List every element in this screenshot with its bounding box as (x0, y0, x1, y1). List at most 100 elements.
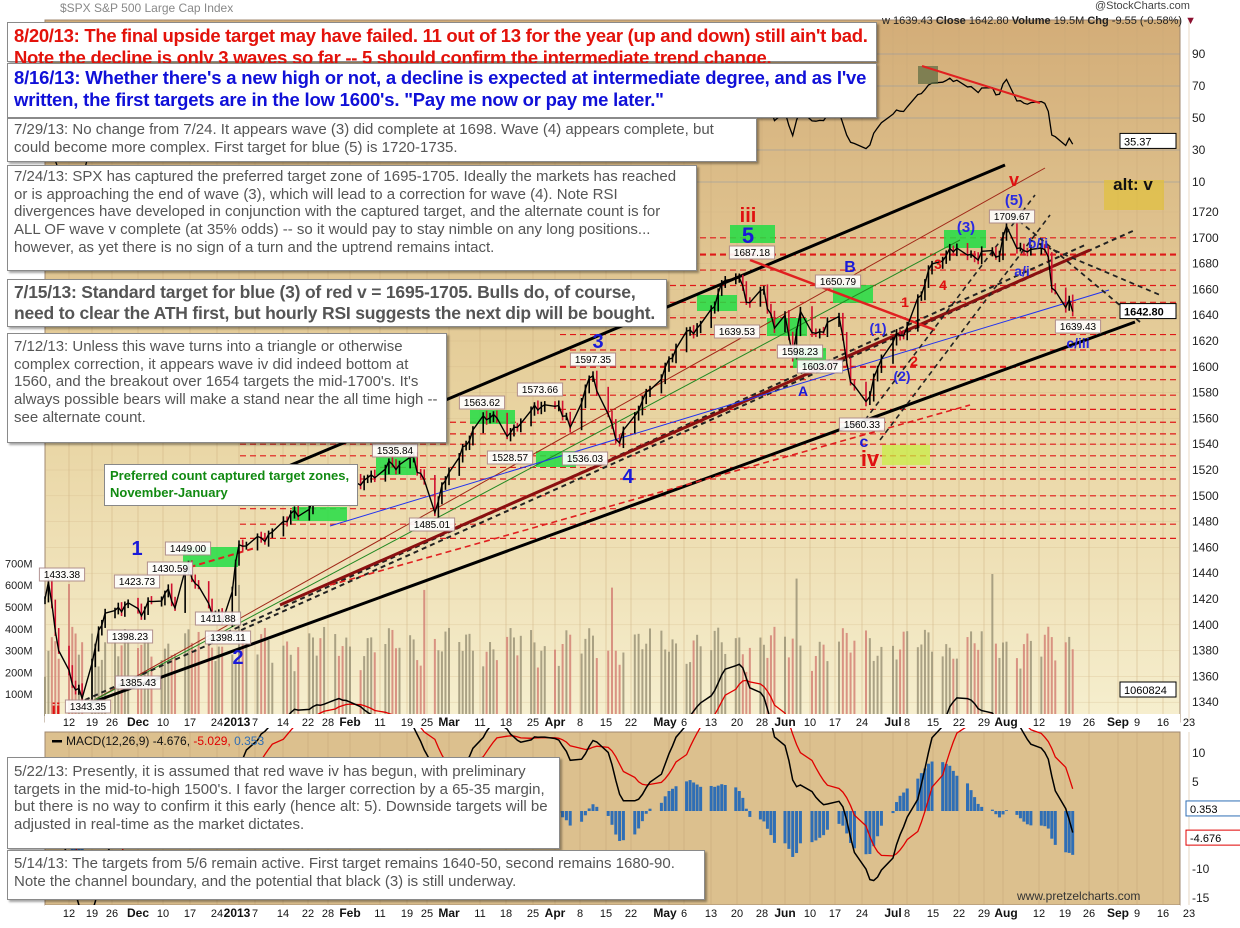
volume-bar (127, 630, 130, 716)
macd-legend-label: MACD(12,26,9) -4.676, (66, 734, 193, 748)
x-tick-label: 12 (63, 717, 75, 729)
volume-bar (495, 660, 498, 716)
macd-histogram-bar (980, 806, 984, 811)
volume-bar (482, 666, 485, 716)
wave-label: 2 (232, 647, 243, 669)
volume-bar (580, 653, 583, 716)
volume-bar (190, 642, 193, 716)
trend-line (329, 289, 1110, 527)
x-tick-label: 9 (1134, 908, 1140, 920)
price-label: 1430.59 (152, 564, 189, 575)
price-label-box (408, 517, 456, 532)
x-tick-label: 17 (184, 908, 196, 920)
price-label: 1573.66 (522, 385, 559, 396)
volume-bar (334, 634, 337, 716)
x-tick-label: 25 (527, 908, 539, 920)
x-tick-label: 20 (731, 717, 743, 729)
macd-histogram-bar (564, 811, 568, 821)
volume-bar (1005, 641, 1008, 716)
volume-bar (448, 627, 450, 716)
volume-bar (671, 639, 674, 716)
volume-bar (595, 658, 598, 716)
volume-bar (187, 629, 190, 716)
x-tick-label: 6 (681, 717, 687, 729)
target-zone-box (833, 285, 873, 303)
price-tick-label: 1480 (1192, 515, 1219, 529)
pretzelcharts-watermark: www.pretzelcharts.com (1017, 889, 1141, 903)
x-tick-label: 10 (157, 908, 169, 920)
macd-tick-label: -10 (1192, 862, 1210, 876)
volume-bar (184, 633, 187, 716)
volume-bar (433, 638, 436, 716)
volume-bar (489, 642, 492, 716)
macd-histogram-bar (758, 811, 762, 820)
wave-label: 4 (622, 466, 634, 488)
price-label: 1639.43 (1060, 322, 1097, 333)
x-tick-label: 25 (527, 717, 539, 729)
macd-histogram-bar (1018, 811, 1022, 819)
volume-bar (1071, 649, 1074, 716)
price-tick-label: 1340 (1192, 695, 1219, 709)
x-tick-label: 22 (625, 717, 637, 729)
low-label: w (882, 15, 890, 27)
macd-histogram-bar (713, 786, 717, 811)
price-label-box (486, 450, 534, 465)
volume-bar (892, 645, 894, 716)
volume-bar (738, 637, 741, 716)
x-tick-label: 18 (500, 908, 512, 920)
volume-bar (952, 658, 955, 716)
price-label: 1449.00 (170, 544, 207, 555)
wave-label: 1 (901, 294, 909, 310)
volume-bar (263, 627, 266, 716)
macd-histogram-bar (905, 788, 909, 811)
volume-bar (569, 634, 572, 716)
volume-bar (902, 631, 905, 716)
note-7-29-13: 7/29/13: No change from 7/24. It appears… (7, 118, 757, 162)
price-label-box (204, 630, 252, 645)
x-tick-label: 15 (927, 908, 939, 920)
volume-bar (409, 635, 412, 716)
volume-bar (633, 634, 636, 716)
note-8-16-13: 8/16/13: Whether there's a new high or n… (7, 63, 877, 118)
volume-bar (543, 646, 546, 716)
x-tick-label: 20 (731, 908, 743, 920)
stockcharts-credit: @StockCharts.com (1095, 0, 1190, 12)
volume-bar (561, 643, 564, 716)
last-close-value: 1642.80 (1124, 307, 1164, 319)
macd-histogram-bar (973, 797, 977, 811)
macd-histogram-bar (783, 811, 787, 844)
price-label-box (146, 561, 194, 576)
volume-bar (97, 666, 100, 716)
volume-bar (315, 655, 318, 716)
price-tick-label: 1440 (1192, 566, 1219, 580)
volume-bar (720, 642, 723, 716)
price-tick-label: 1580 (1192, 386, 1219, 400)
macd-histogram-bar (1004, 810, 1008, 811)
volume-bar (899, 649, 902, 716)
volume-label: Volume (1011, 15, 1051, 27)
volume-bar (614, 650, 617, 716)
price-tick-label: 1720 (1192, 205, 1219, 219)
x-axis-band (45, 905, 1180, 919)
volume-bar (485, 651, 488, 716)
volume-bar (506, 636, 509, 716)
volume-bar (319, 638, 322, 716)
x-tick-label: 19 (86, 908, 98, 920)
x-tick-label: 12 (1033, 908, 1045, 920)
trend-line (1011, 214, 1141, 323)
macd-histogram-bar (1064, 811, 1068, 853)
macd-last-value-box (1185, 829, 1240, 846)
volume-bar (366, 638, 369, 716)
x-tick-label: 15 (600, 717, 612, 729)
macd-histogram-bar (695, 784, 699, 811)
volume-bar (540, 650, 543, 716)
wave-label: 3 (934, 256, 942, 272)
x-tick-label: 26 (106, 908, 118, 920)
macd-histogram-bar (765, 811, 769, 829)
macd-histogram-bar (1015, 811, 1019, 815)
macd-histogram-bar (1029, 811, 1033, 826)
macd-histogram-bar (1071, 811, 1075, 855)
macd-histogram-bar (744, 808, 748, 811)
price-label-box (64, 699, 112, 714)
volume-bar (717, 627, 720, 716)
